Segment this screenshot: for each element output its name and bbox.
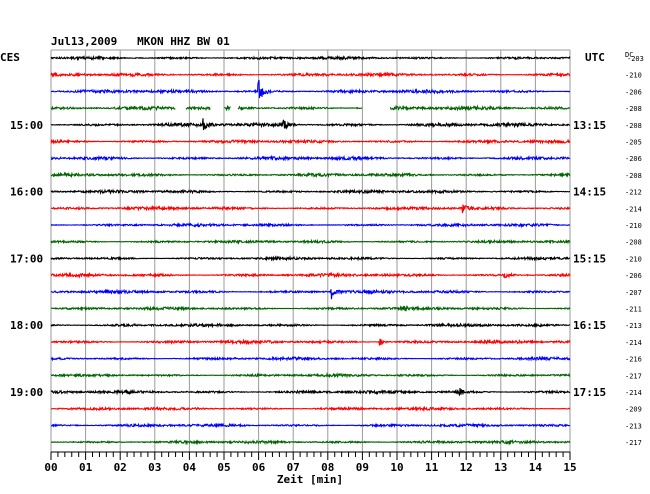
seismic-trace-21 — [50, 387, 571, 397]
x-tick-label: 11 — [425, 461, 439, 474]
right-hour-label: 15:15 — [573, 252, 606, 265]
seismic-trace-5 — [50, 118, 571, 131]
left-hour-label: 18:00 — [10, 319, 43, 332]
dc-offset-label: -212 — [625, 189, 642, 197]
dc-offset-label: -216 — [625, 356, 642, 364]
seismic-trace-24 — [50, 439, 571, 446]
x-tick-label: 15 — [563, 461, 576, 474]
x-tick-label: 05 — [217, 461, 230, 474]
x-tick-label: 06 — [252, 461, 266, 474]
seismic-trace-3 — [50, 79, 571, 99]
right-hour-label: 14:15 — [573, 186, 606, 199]
x-tick-label: 03 — [148, 461, 161, 474]
dc-offset-label: -209 — [625, 406, 642, 414]
x-tick-label: 10 — [390, 461, 403, 474]
dc-offset-label: -213 — [625, 322, 642, 330]
dc-offset-label: -208 — [625, 122, 642, 130]
x-tick-label: 08 — [321, 461, 334, 474]
seismic-trace-18 — [50, 338, 571, 346]
dc-offset-label: -210 — [625, 255, 642, 263]
dc-offset-label: -206 — [625, 272, 642, 280]
dc-offset-label: -205 — [625, 139, 642, 147]
dc-offset-label: -214 — [625, 339, 642, 347]
dc-offset-label: -208 — [625, 172, 642, 180]
seismic-trace-22 — [50, 405, 571, 412]
seismic-trace-15 — [50, 288, 571, 300]
right-hour-label: 16:15 — [573, 319, 606, 332]
x-tick-label: 07 — [287, 461, 300, 474]
seismic-trace-2 — [50, 71, 571, 78]
seismic-trace-1 — [50, 54, 571, 62]
x-axis: 00 01 02 03 04 05 06 07 08 09 10 11 12 13 14 15 — [44, 451, 577, 474]
dc-offset-label: -217 — [625, 372, 642, 380]
left-hour-label: 15:00 — [10, 119, 43, 132]
dc-offset-label: -214 — [625, 389, 642, 397]
plot-grid — [50, 49, 571, 452]
x-tick-label: 02 — [114, 461, 127, 474]
right-hour-label: 17:15 — [573, 386, 606, 399]
x-axis-label: Zeit [min] — [277, 473, 343, 486]
dc-offset-label: -213 — [625, 422, 642, 430]
right-hour-label: 13:15 — [573, 119, 606, 132]
seismic-trace-19 — [50, 355, 571, 362]
trace-area — [50, 54, 571, 446]
seismic-trace-8 — [50, 171, 571, 179]
dc-offset-label: -207 — [625, 289, 642, 297]
dc-offset-label: -210 — [625, 222, 642, 230]
left-timezone-label: CES — [0, 51, 20, 64]
dc-column-header: DC — [625, 51, 633, 59]
seismic-trace-23 — [50, 422, 571, 429]
left-hour-label: 17:00 — [10, 252, 43, 265]
dc-offset-label: -217 — [625, 439, 642, 447]
x-tick-label: 09 — [356, 461, 369, 474]
x-tick-label: 13 — [494, 461, 507, 474]
seismic-trace-20 — [50, 371, 571, 379]
x-tick-label: 01 — [79, 461, 93, 474]
seismic-trace-6 — [50, 138, 571, 145]
right-timezone-label: UTC — [585, 51, 605, 64]
seismic-trace-9 — [50, 188, 571, 196]
left-hour-label: 19:00 — [10, 386, 43, 399]
seismic-trace-13 — [50, 254, 571, 262]
seismic-trace-7 — [50, 154, 571, 162]
seismic-trace-14 — [50, 271, 571, 279]
dc-offset-label: -206 — [625, 155, 642, 163]
chart-title: Jul13,2009 MKON HHZ BW 01 — [51, 35, 230, 48]
dc-offset-label: -203 — [627, 55, 644, 63]
left-hour-label: 16:00 — [10, 186, 43, 199]
dc-offset-label: -208 — [625, 239, 642, 247]
dc-offset-label: -210 — [625, 72, 642, 80]
x-tick-label: 12 — [460, 461, 473, 474]
seismic-trace-16 — [50, 305, 571, 312]
seismic-trace-4 — [50, 104, 571, 112]
dc-offset-label: -208 — [625, 105, 642, 113]
dc-offset-label: -214 — [625, 205, 642, 213]
seismic-trace-12 — [50, 238, 571, 245]
dc-offset-label: -211 — [625, 306, 642, 314]
x-tick-label: 04 — [183, 461, 197, 474]
dc-offset-label: -206 — [625, 88, 642, 96]
x-tick-label: 00 — [44, 461, 57, 474]
seismic-trace-17 — [50, 322, 571, 329]
seismic-trace-11 — [50, 221, 571, 229]
seismic-trace-10 — [50, 204, 571, 214]
row-labels: 15:00 16:00 17:00 18:00 19:00 13:15 14:15 15:15… — [10, 55, 644, 447]
x-tick-label: 14 — [529, 461, 543, 474]
